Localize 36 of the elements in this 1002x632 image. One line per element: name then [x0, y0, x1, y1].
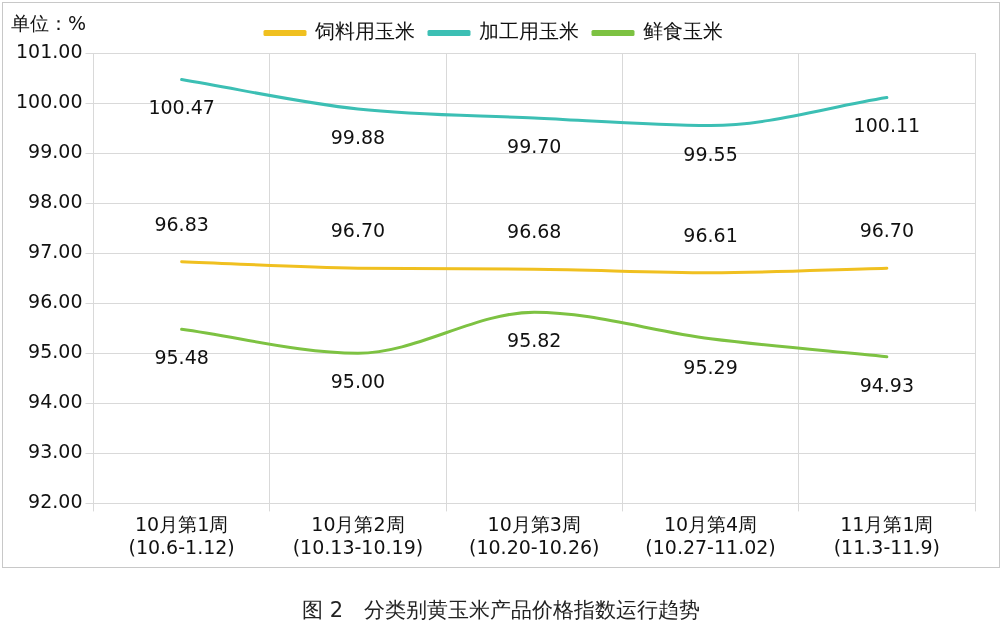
data-label: 95.00: [330, 370, 386, 393]
data-label: 96.70: [330, 219, 386, 242]
data-label: 100.11: [853, 114, 921, 137]
y-tick-label: 100.00: [16, 89, 83, 112]
y-tick-label: 95.00: [28, 340, 83, 363]
legend-label: 加工用玉米: [479, 19, 579, 44]
caption: 图 2 分类别黄玉米产品价格指数运行趋势: [300, 597, 701, 624]
data-label: 99.55: [683, 142, 738, 165]
y-tick-label: 92.00: [28, 490, 83, 513]
x-tick-label: 10月第3周 (10.20-10.26): [469, 512, 600, 558]
x-tick-label: 10月第4周 (10.27-11.02): [645, 512, 776, 558]
data-label: 96.83: [154, 212, 209, 235]
data-label: 100.47: [148, 96, 215, 119]
y-tick-label: 96.00: [28, 290, 83, 313]
line-series: [180, 260, 889, 275]
y-tick-label: 93.00: [28, 440, 83, 463]
x-tick-label: 10月第1周 (10.6-1.12): [128, 512, 235, 558]
data-label: 96.68: [507, 220, 562, 243]
y-tick-label: 98.00: [28, 190, 83, 213]
y-tick-label: 97.00: [28, 240, 83, 263]
text: 单位：%: [11, 11, 87, 34]
x-tick-label: 11月第1周 (11.3-11.9): [833, 512, 940, 558]
legend-label: 鲜食玉米: [643, 19, 723, 44]
data-label: 95.82: [507, 329, 562, 352]
data-label: 95.29: [683, 355, 738, 378]
x-tick-label: 10月第2周 (10.13-10.19): [292, 512, 424, 558]
y-tick-label: 99.00: [28, 140, 83, 163]
data-label: 99.88: [330, 125, 386, 148]
legend-label: 饲料用玉米: [314, 19, 415, 44]
data-label: 95.48: [154, 346, 209, 369]
data-label: 94.93: [859, 373, 915, 396]
y-tick-label: 94.00: [28, 390, 83, 413]
data-label: 96.61: [683, 223, 738, 246]
data-label: 99.70: [507, 135, 562, 157]
data-label: 96.70: [859, 219, 915, 242]
y-tick-label: 101.00: [16, 39, 83, 62]
